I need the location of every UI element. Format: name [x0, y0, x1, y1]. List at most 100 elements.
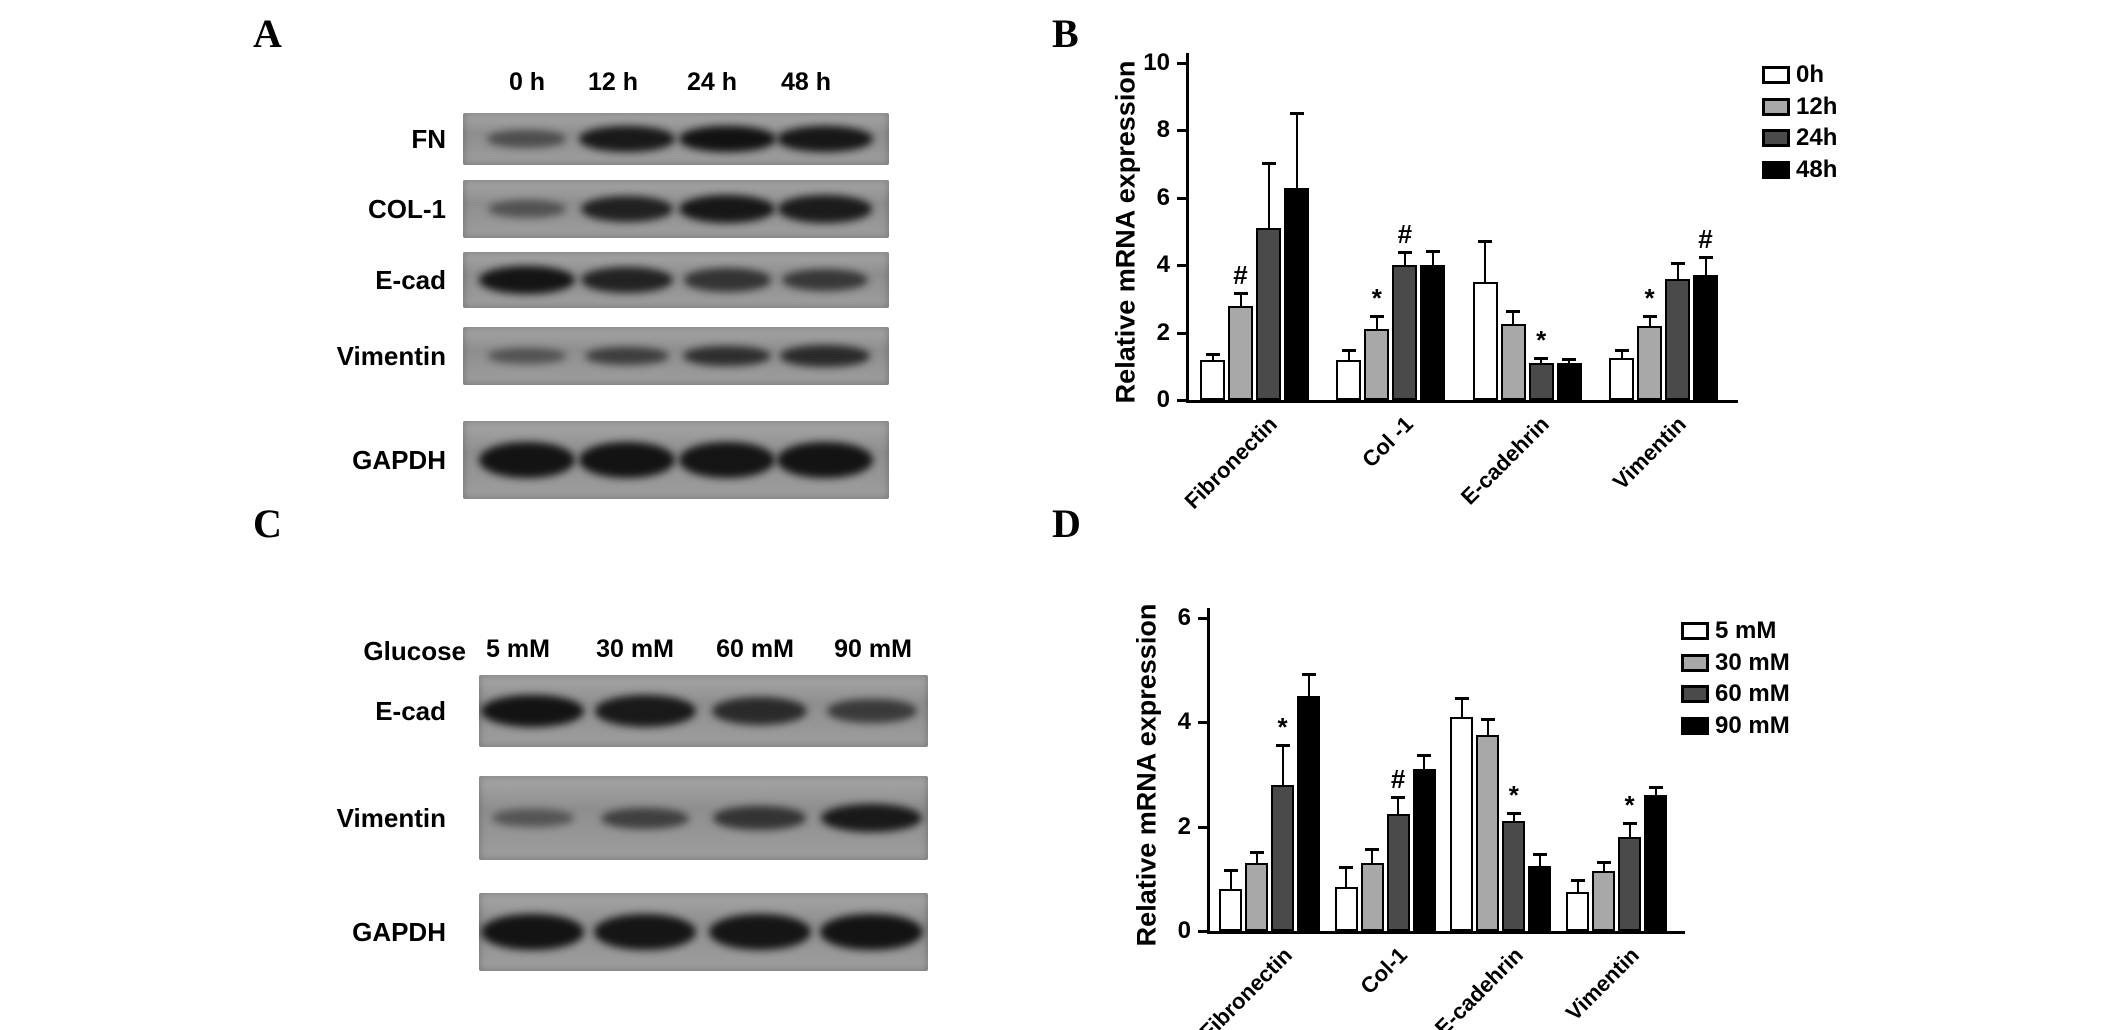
chart-d-y-tick [1198, 930, 1208, 933]
chart-d-y-tick-label: 2 [1177, 812, 1191, 840]
chart-b-bar [1609, 357, 1634, 400]
chart-d-significance-marker: * [1508, 779, 1519, 810]
chart-d-category-label: E-cadehrin [1429, 942, 1528, 1030]
chart-d-error-bar-cap [1301, 673, 1316, 677]
chart-b-bar [1556, 362, 1582, 400]
chart-b-error-bar-cap [1670, 261, 1685, 265]
chart-b-error-bar-line [1375, 317, 1378, 330]
chart-b-legend-swatch [1762, 160, 1790, 179]
blot-row-label-gapdh: GAPDH [352, 445, 446, 475]
blot-band [678, 441, 776, 479]
chart-b-y-tick [1177, 264, 1187, 268]
chart-d-bar [1219, 889, 1242, 931]
chart-d-y-tick-label: 4 [1177, 708, 1191, 736]
chart-d-error-bar-line [1602, 863, 1605, 871]
chart-b-error-bar-cap [1261, 162, 1276, 166]
chart-b-category-label: Fibronectin [1179, 411, 1282, 514]
blot-band [579, 126, 675, 152]
chart-b-bar [1665, 278, 1690, 400]
chart-d-legend-label: 60 mM [1715, 680, 1790, 707]
blot-band [782, 268, 868, 292]
panel-label-d: D [1052, 501, 1081, 546]
lane-header-a-0: 0 h [508, 68, 546, 96]
chart-b-error-bar-line [1239, 293, 1242, 306]
blot-band [478, 441, 576, 479]
chart-d-bar [1476, 735, 1500, 931]
chart-b-error-bar-cap [1534, 356, 1549, 360]
chart-d-bar [1644, 795, 1667, 931]
chart-b-category-label: E-cadehrin [1456, 411, 1555, 510]
chart-d-bar [1386, 813, 1410, 931]
chart-b-y-axis-label: Relative mRNA expression [1110, 60, 1141, 403]
chart-d-x-axis [1207, 931, 1685, 934]
chart-d-bar [1450, 717, 1474, 931]
chart-b-error-bar-line [1704, 258, 1707, 276]
chart-b-error-bar-cap [1425, 249, 1440, 253]
chart-b-significance-marker: * [1371, 283, 1382, 314]
chart-b-legend-label: 12h [1796, 92, 1838, 120]
blot-band [488, 348, 566, 364]
blot-strip-a-2 [463, 252, 889, 308]
chart-b-error-bar-cap [1614, 349, 1629, 353]
chart-b-error-bar-line [1295, 113, 1298, 188]
chart-b-bar [1392, 265, 1418, 400]
chart-b-error-bar-line [1568, 359, 1571, 363]
blot-row-label-e-cad: E-cad [375, 696, 446, 726]
chart-b-error-bar-cap [1289, 111, 1304, 115]
blot-row-label-col-1: COL-1 [368, 194, 446, 224]
chart-b-bar [1336, 359, 1362, 400]
chart-d-legend-swatch [1681, 653, 1709, 672]
blot-band [777, 195, 873, 223]
blot-band [491, 809, 574, 827]
chart-d-error-bar-line [1371, 850, 1374, 864]
blot-strip-a-1 [463, 180, 889, 238]
lane-header-c-0: 5 mM [486, 635, 550, 663]
blot-band [713, 806, 806, 830]
blot-row-label-gapdh: GAPDH [352, 917, 446, 947]
chart-d-error-bar-line [1628, 824, 1631, 838]
chart-d-y-axis [1207, 608, 1210, 933]
chart-b-error-bar-cap [1642, 315, 1657, 319]
chart-b-category-label: Vimentin [1607, 411, 1691, 495]
chart-b-y-tick [1177, 399, 1187, 402]
chart-d-error-bar-cap [1480, 717, 1495, 721]
chart-b-error-bar-cap [1698, 256, 1713, 260]
chart-b-bar [1284, 187, 1309, 400]
chart-d-y-tick [1198, 825, 1208, 829]
blot-band [580, 195, 674, 223]
blot-band [578, 441, 676, 479]
blot-band [683, 268, 771, 292]
chart-d-y-tick-label: 0 [1177, 917, 1191, 944]
chart-d-error-bar-cap [1454, 696, 1469, 700]
blot-band [600, 807, 690, 829]
chart-d-legend-swatch [1681, 622, 1709, 640]
chart-b-significance-marker: * [1644, 283, 1655, 314]
chart-b-y-tick [1177, 331, 1187, 335]
chart-b-y-tick-label: 6 [1156, 183, 1170, 211]
chart-d-error-bar-cap [1648, 785, 1663, 789]
chart-b-error-bar-cap [1341, 349, 1356, 353]
chart-d-error-bar-line [1229, 871, 1232, 890]
chart-d-legend-label: 90 mM [1715, 711, 1790, 739]
chart-b-y-tick [1177, 196, 1187, 200]
chart-d-error-bar-cap [1223, 869, 1238, 872]
chart-d-error-bar-line [1538, 855, 1541, 866]
chart-b-error-bar-line [1211, 354, 1214, 360]
panel-label-b: B [1052, 11, 1079, 56]
blot-band [487, 130, 567, 148]
chart-d-error-bar-cap [1249, 850, 1264, 854]
lane-header-c-2: 60 mM [716, 635, 794, 663]
chart-b-y-tick [1177, 129, 1187, 133]
lane-header-c-3: 90 mM [834, 635, 912, 663]
chart-b-significance-marker: # [1698, 224, 1713, 255]
chart-b-error-bar-line [1347, 351, 1350, 360]
chart-d-category-label: Fibronectin [1194, 942, 1297, 1030]
blot-band [820, 913, 924, 951]
blot-band [594, 695, 696, 727]
chart-d-error-bar-line [1512, 813, 1515, 822]
chart-d-y-tick-label: 6 [1177, 604, 1191, 631]
lane-header-a-2: 24 h [686, 68, 738, 96]
chart-b-significance-marker: # [1397, 219, 1413, 250]
chart-b-error-bar-cap [1506, 310, 1521, 314]
chart-b-legend-swatch [1762, 129, 1790, 147]
